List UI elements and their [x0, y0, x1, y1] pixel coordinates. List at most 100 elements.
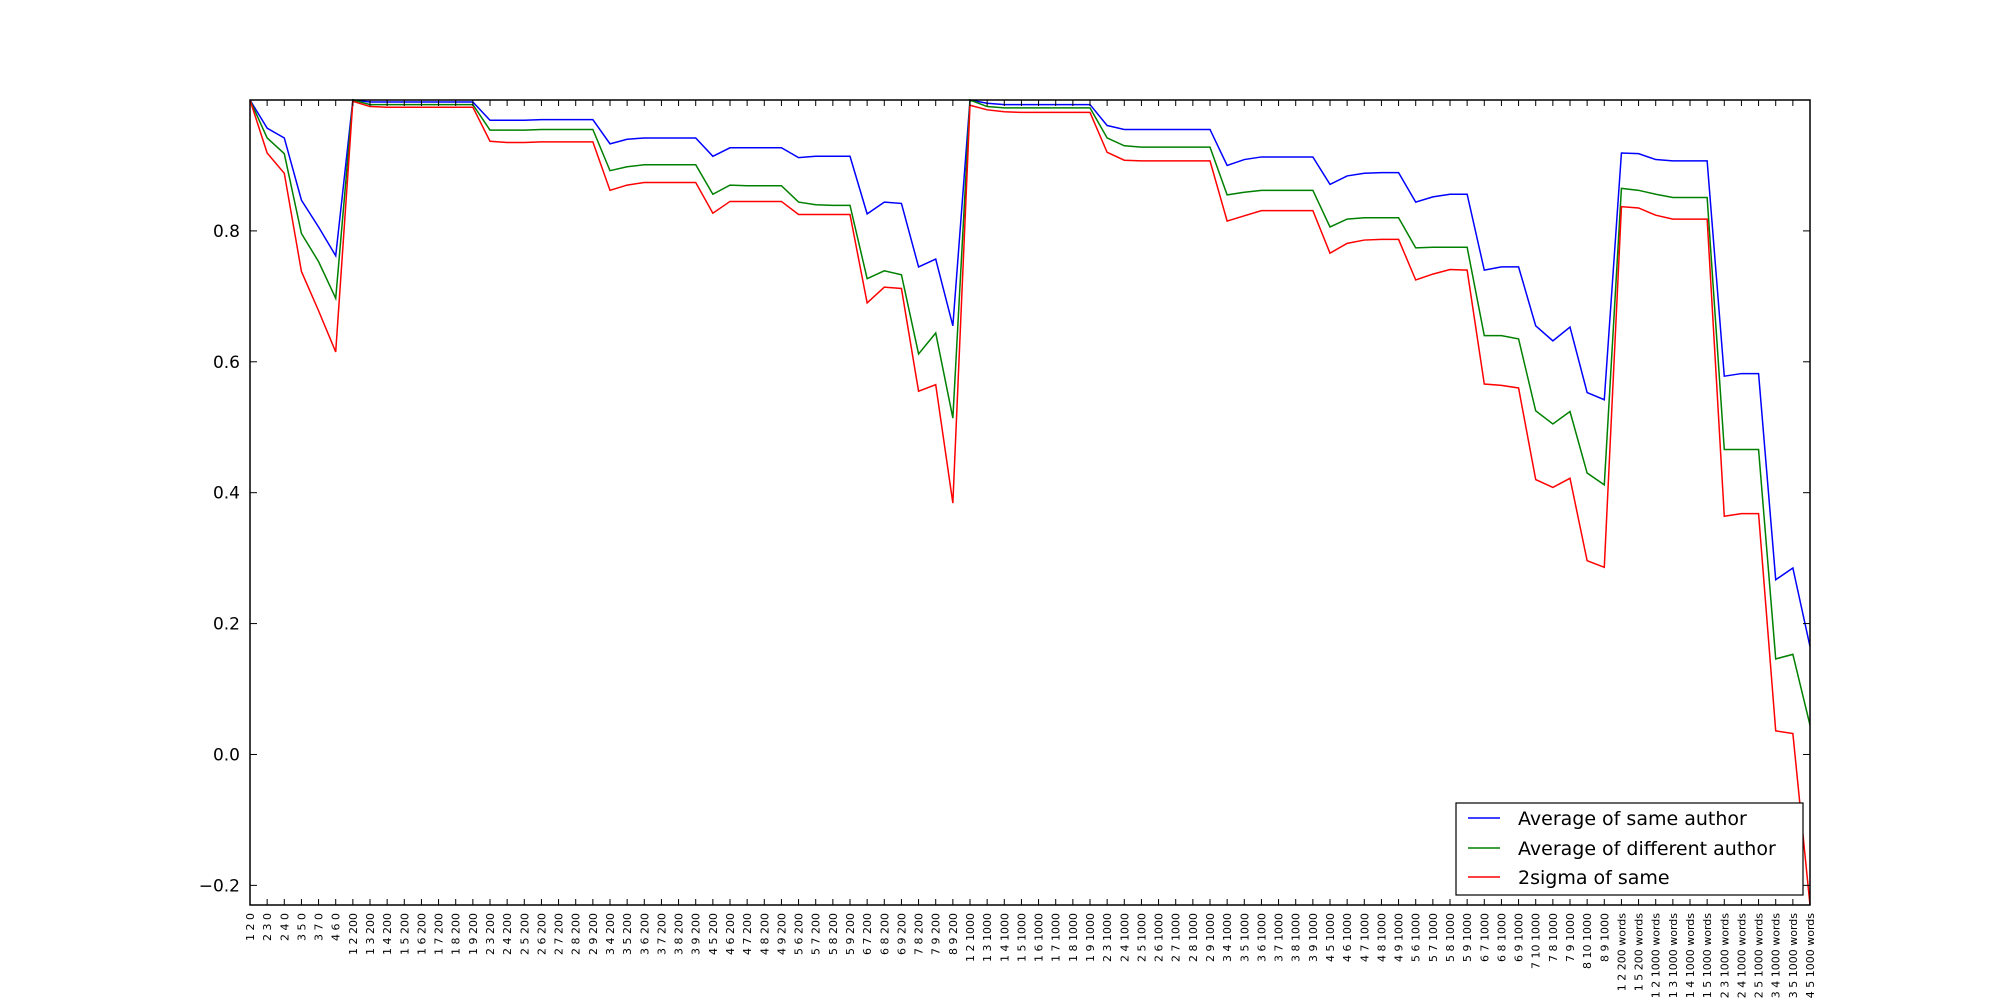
x-tick-label: 7 8 200 [913, 913, 926, 955]
x-tick-label: 1 7 1000 [1050, 913, 1063, 962]
x-tick-label: 2 9 200 [587, 913, 600, 955]
x-tick-label: 4 6 200 [724, 913, 737, 955]
x-tick-label: 6 7 1000 [1478, 913, 1491, 962]
series-line-1 [249, 98, 1811, 726]
x-tick-label: 7 10 1000 [1530, 913, 1543, 969]
x-tick-label: 2 3 0 [261, 913, 274, 941]
x-tick-label: 3 5 1000 words [1787, 913, 1800, 999]
y-tick-label: 0.0 [213, 745, 240, 765]
x-tick-label: 1 6 1000 [1033, 913, 1046, 962]
x-tick-label: 6 8 1000 [1495, 913, 1508, 962]
y-tick-label: 0.4 [213, 484, 240, 504]
x-tick-label: 3 4 1000 words [1770, 913, 1783, 999]
x-tick-label: 1 2 1000 words [1650, 913, 1663, 999]
x-tick-label: 3 7 0 [313, 913, 326, 941]
x-tick-label: 2 7 200 [553, 913, 566, 955]
x-tick-label: 1 4 200 [381, 913, 394, 955]
x-tick-label: 5 9 200 [844, 913, 857, 955]
x-tick-label: 6 9 1000 [1513, 913, 1526, 962]
legend-label-same: Average of same author [1518, 808, 1747, 830]
x-tick-label: 3 9 1000 [1307, 913, 1320, 962]
x-tick-label: 4 6 1000 [1341, 913, 1354, 962]
series-line-0 [249, 99, 1811, 647]
x-tick-label: 1 3 1000 words [1667, 913, 1680, 999]
x-tick-label: 6 9 200 [895, 913, 908, 955]
x-tick-label: 2 4 1000 [1118, 913, 1131, 962]
x-tick-label: 8 9 1000 [1598, 913, 1611, 962]
x-tick-label: 3 8 1000 [1290, 913, 1303, 962]
x-tick-label: 2 7 1000 [1170, 913, 1183, 962]
x-tick-label: 1 2 200 [347, 913, 360, 955]
x-tick-label: 1 4 1000 [998, 913, 1011, 962]
x-tick-label: 4 5 200 [707, 913, 720, 955]
x-tick-label: 1 9 1000 [1084, 913, 1097, 962]
x-axis: 1 2 0 2 3 0 2 4 0 3 5 0 3 7 0 4 6 0 1 2 200 1 3… [244, 100, 1817, 998]
x-tick-label: 6 8 200 [878, 913, 891, 955]
x-tick-label: 3 4 1000 [1221, 913, 1234, 962]
x-tick-label: 1 9 200 [467, 913, 480, 955]
x-tick-label: 2 5 1000 [1135, 913, 1148, 962]
plot-frame [249, 99, 1811, 906]
x-tick-label: 3 7 1000 [1273, 913, 1286, 962]
x-tick-label: 4 9 200 [775, 913, 788, 955]
x-tick-label: 3 7 200 [655, 913, 668, 955]
x-tick-label: 4 8 200 [758, 913, 771, 955]
x-tick-label: 5 7 1000 [1427, 913, 1440, 962]
x-tick-label: 3 4 200 [604, 913, 617, 955]
x-tick-label: 1 3 200 [364, 913, 377, 955]
x-tick-label: 3 5 0 [295, 913, 308, 941]
y-axis: −0.2 0.0 0.2 0.4 0.6 0.8 [199, 222, 1810, 896]
x-tick-label: 3 5 200 [621, 913, 634, 955]
x-tick-label: 2 9 1000 [1204, 913, 1217, 962]
x-tick-label: 7 9 1000 [1564, 913, 1577, 962]
x-tick-label: 7 9 200 [930, 913, 943, 955]
x-tick-label: 3 6 1000 [1255, 913, 1268, 962]
x-tick-label: 3 8 200 [673, 913, 686, 955]
x-tick-label: 1 2 0 [244, 913, 257, 941]
x-tick-label: 2 6 1000 [1153, 913, 1166, 962]
legend: Average of same author Average of differ… [1455, 802, 1804, 896]
x-tick-label: 2 4 1000 words [1735, 913, 1748, 999]
x-tick-label: 5 8 1000 [1444, 913, 1457, 962]
x-tick-label: 1 2 200 words [1615, 913, 1628, 992]
x-tick-label: 2 5 1000 words [1753, 913, 1766, 999]
x-tick-label: 3 6 200 [638, 913, 651, 955]
x-tick-label: 5 6 200 [793, 913, 806, 955]
x-tick-label: 5 6 1000 [1410, 913, 1423, 962]
series-line-2 [249, 99, 1811, 906]
x-tick-label: 1 4 1000 words [1684, 913, 1697, 999]
x-tick-label: 3 5 1000 [1238, 913, 1251, 962]
x-tick-label: 7 8 1000 [1547, 913, 1560, 962]
x-tick-label: 4 9 1000 [1393, 913, 1406, 962]
legend-label-different: Average of different author [1518, 838, 1776, 860]
x-tick-label: 8 9 200 [947, 913, 960, 955]
y-tick-label: 0.8 [213, 222, 240, 242]
x-tick-label: 4 5 1000 [1324, 913, 1337, 962]
y-tick-label: 0.6 [213, 353, 240, 373]
x-tick-label: 2 3 1000 [1101, 913, 1114, 962]
x-tick-label: 8 10 1000 [1581, 913, 1594, 969]
x-tick-label: 5 7 200 [810, 913, 823, 955]
x-tick-label: 4 7 200 [741, 913, 754, 955]
y-tick-label: 0.2 [213, 615, 240, 635]
x-tick-label: 4 7 1000 [1358, 913, 1371, 962]
legend-label-2sigma: 2sigma of same [1518, 867, 1670, 889]
x-tick-label: 4 6 0 [330, 913, 343, 941]
x-tick-label: 1 8 200 [450, 913, 463, 955]
x-tick-label: 1 5 200 [398, 913, 411, 955]
x-tick-label: 4 5 1000 words [1804, 913, 1817, 999]
x-tick-label: 5 8 200 [827, 913, 840, 955]
x-tick-label: 2 4 200 [501, 913, 514, 955]
x-tick-label: 2 6 200 [535, 913, 548, 955]
x-tick-label: 5 9 1000 [1461, 913, 1474, 962]
x-tick-label: 4 8 1000 [1375, 913, 1388, 962]
x-tick-label: 2 3 200 [484, 913, 497, 955]
y-tick-label: −0.2 [199, 876, 240, 896]
x-tick-label: 6 7 200 [861, 913, 874, 955]
x-tick-label: 1 3 1000 [981, 913, 994, 962]
x-tick-label: 2 4 0 [278, 913, 291, 941]
x-tick-label: 2 8 1000 [1187, 913, 1200, 962]
x-tick-label: 1 8 1000 [1067, 913, 1080, 962]
x-tick-label: 1 5 1000 words [1701, 913, 1714, 999]
